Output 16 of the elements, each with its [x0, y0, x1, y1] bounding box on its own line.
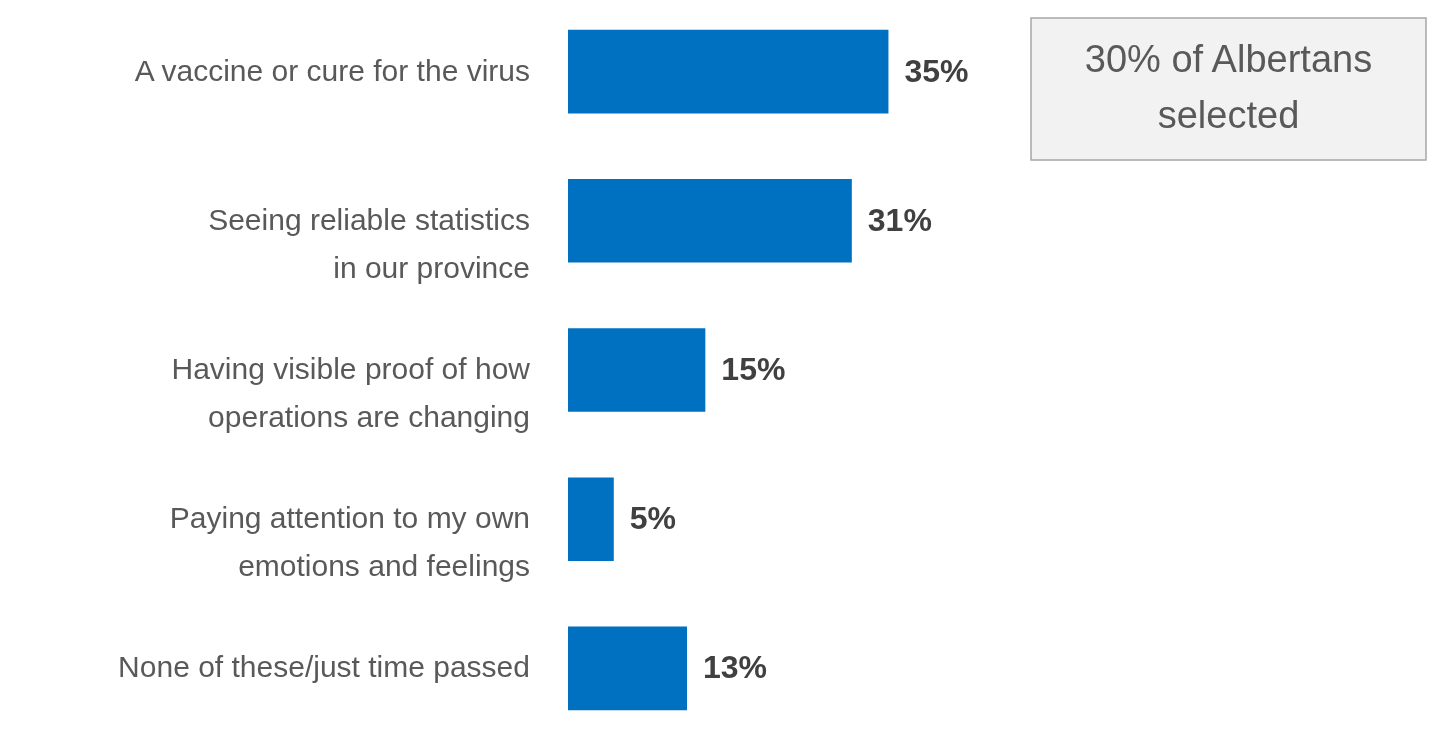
bar [568, 29, 889, 114]
y-tick-label: Seeing reliable statistics in our province [208, 202, 530, 284]
bar [568, 626, 688, 711]
data-label: 31% [867, 201, 932, 238]
data-label: 13% [703, 649, 768, 686]
text: 30% of Albertans selected [1084, 38, 1373, 136]
y-tick-label: Paying attention to my own emotions and feelings [169, 501, 530, 583]
bar [568, 179, 852, 263]
y-tick-label: None of these/just time passed [118, 650, 530, 684]
y-tick-label: A vaccine or cure for the virus [134, 53, 530, 87]
data-label: 5% [629, 500, 677, 537]
bar [568, 328, 706, 412]
bar [568, 477, 614, 561]
data-label: 15% [721, 351, 786, 387]
data-label: 35% [904, 52, 969, 89]
y-tick-label: Having visible proof of how operations are changing [171, 352, 531, 433]
